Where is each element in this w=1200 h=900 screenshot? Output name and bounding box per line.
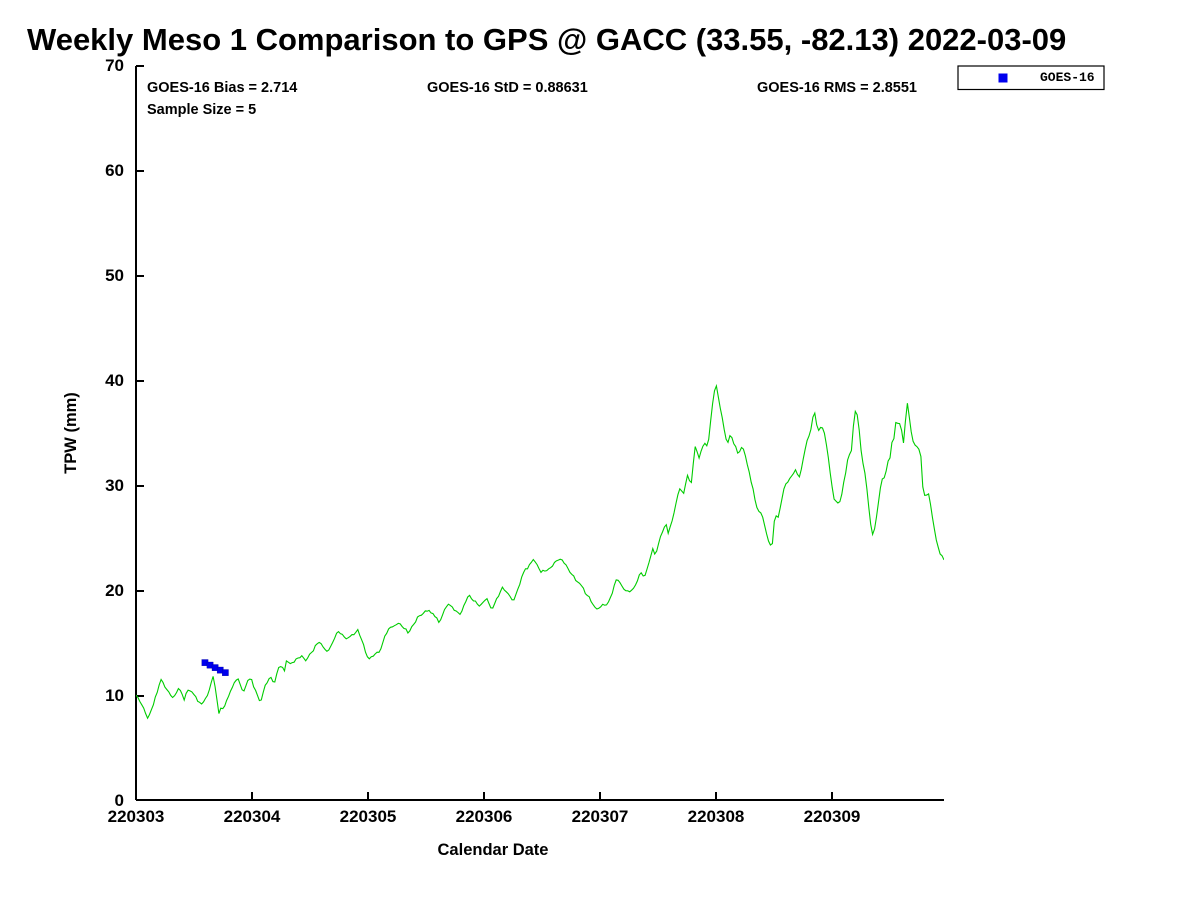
svg-text:220303: 220303 xyxy=(108,807,165,826)
svg-text:GOES-16: GOES-16 xyxy=(1040,70,1095,85)
svg-text:220307: 220307 xyxy=(572,807,629,826)
svg-text:20: 20 xyxy=(105,581,124,600)
svg-text:TPW (mm): TPW (mm) xyxy=(62,392,80,474)
svg-text:10: 10 xyxy=(105,686,124,705)
svg-text:220305: 220305 xyxy=(340,807,397,826)
svg-text:60: 60 xyxy=(105,161,124,180)
svg-text:220306: 220306 xyxy=(456,807,513,826)
svg-text:50: 50 xyxy=(105,266,124,285)
svg-text:220304: 220304 xyxy=(224,807,281,826)
svg-text:70: 70 xyxy=(105,56,124,75)
svg-text:Calendar Date: Calendar Date xyxy=(438,841,549,859)
svg-text:220309: 220309 xyxy=(804,807,861,826)
svg-text:40: 40 xyxy=(105,371,124,390)
svg-text:220308: 220308 xyxy=(688,807,745,826)
svg-text:30: 30 xyxy=(105,476,124,495)
